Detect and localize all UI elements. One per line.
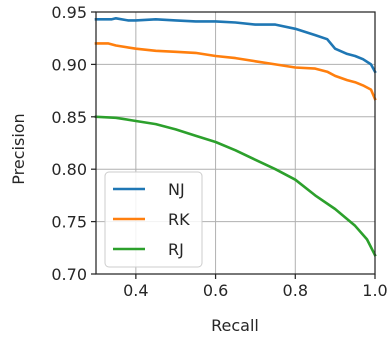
plot-frame bbox=[95, 11, 376, 275]
y-tick-label: 0.75 bbox=[51, 213, 87, 232]
series-line-rk bbox=[94, 42, 377, 101]
y-axis-label: Precision bbox=[9, 113, 28, 184]
x-tick-label: 1.0 bbox=[362, 281, 387, 300]
series-line-rj bbox=[94, 115, 377, 257]
y-tick-label: 0.95 bbox=[51, 3, 87, 22]
x-tick-label: 0.6 bbox=[203, 281, 228, 300]
series-line-nj bbox=[94, 16, 377, 74]
legend: NJ RK RJ bbox=[104, 171, 203, 268]
legend-box bbox=[104, 171, 203, 268]
x-axis-label: Recall bbox=[211, 316, 259, 335]
x-tick-label: 0.4 bbox=[123, 281, 148, 300]
ticks: 0.4 0.6 0.8 1.0 0.70 0.75 0.80 0.85 0.90 0.95 bbox=[51, 3, 387, 300]
y-tick-label: 0.70 bbox=[51, 265, 87, 284]
y-tick-label: 0.80 bbox=[51, 160, 87, 179]
legend-label-rj: RJ bbox=[168, 240, 184, 259]
series-layer bbox=[94, 16, 377, 257]
legend-label-rk: RK bbox=[168, 210, 190, 229]
x-tick-label: 0.8 bbox=[283, 281, 308, 300]
legend-label-nj: NJ bbox=[168, 180, 185, 199]
y-tick-label: 0.85 bbox=[51, 108, 87, 127]
y-tick-label: 0.90 bbox=[51, 55, 87, 74]
